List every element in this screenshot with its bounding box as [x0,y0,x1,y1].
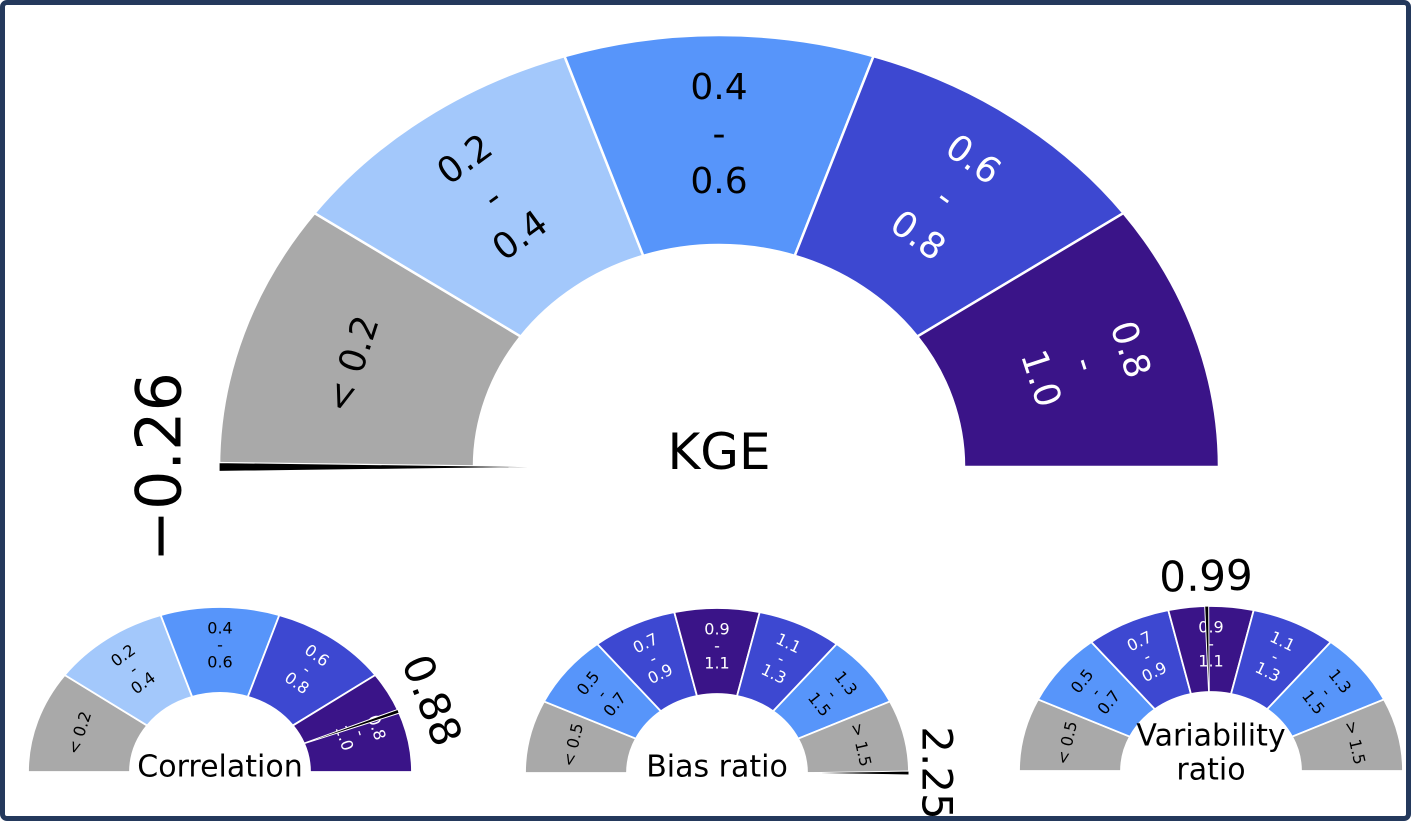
gauge-segment [291,674,413,773]
gauge-title: Correlation [137,750,302,785]
gauge-segment [217,211,523,469]
gauge-title: KGE [667,423,770,481]
gauge-needle [287,708,400,750]
gauge-segment [1291,698,1404,772]
gauge-needle [789,770,910,776]
needle-value-label: 2.25 [913,726,962,820]
gauge-needle [1204,605,1210,709]
segment-label: 0.9 -1.1 [704,619,729,672]
gauge-segment [793,54,1125,338]
gauge-chart-canvas: < 0.20.2-0.40.4 -0.6 0.6-0.80.8-1.0KGE−0.2… [27,33,1404,820]
kge-gauge: < 0.20.2-0.40.4 -0.6 0.6-0.80.8-1.0KGE−0.2… [123,33,1221,562]
gauge-segment [915,211,1221,469]
gauge-title: Variability ratio [1136,719,1285,788]
needle-value-label: −0.26 [123,372,196,562]
segment-label: 0.4 -0.6 [207,618,232,671]
gauge-segment [313,54,645,338]
needle-value-label: 0.99 [1159,551,1254,602]
segment-label: 0.4 -0.6 [690,67,747,202]
bias_ratio-gauge: < 0.50.5-0.70.7-0.90.9 -1.11.1-1.3 1.3-1.5… [524,607,962,820]
segment-label: 0.9 -1.1 [1198,617,1223,670]
correlation-gauge: < 0.20.2-0.40.4 -0.6 0.6-0.80.8-1.0Correla… [27,606,472,785]
gauge-title: Bias ratio [646,750,788,785]
gauge-segment [563,33,875,258]
variability_ratio-gauge: < 0.50.5-0.70.7-0.90.9 -1.11.1-1.3 1.3-1.5… [1018,551,1404,788]
gauge-needle [218,461,570,473]
